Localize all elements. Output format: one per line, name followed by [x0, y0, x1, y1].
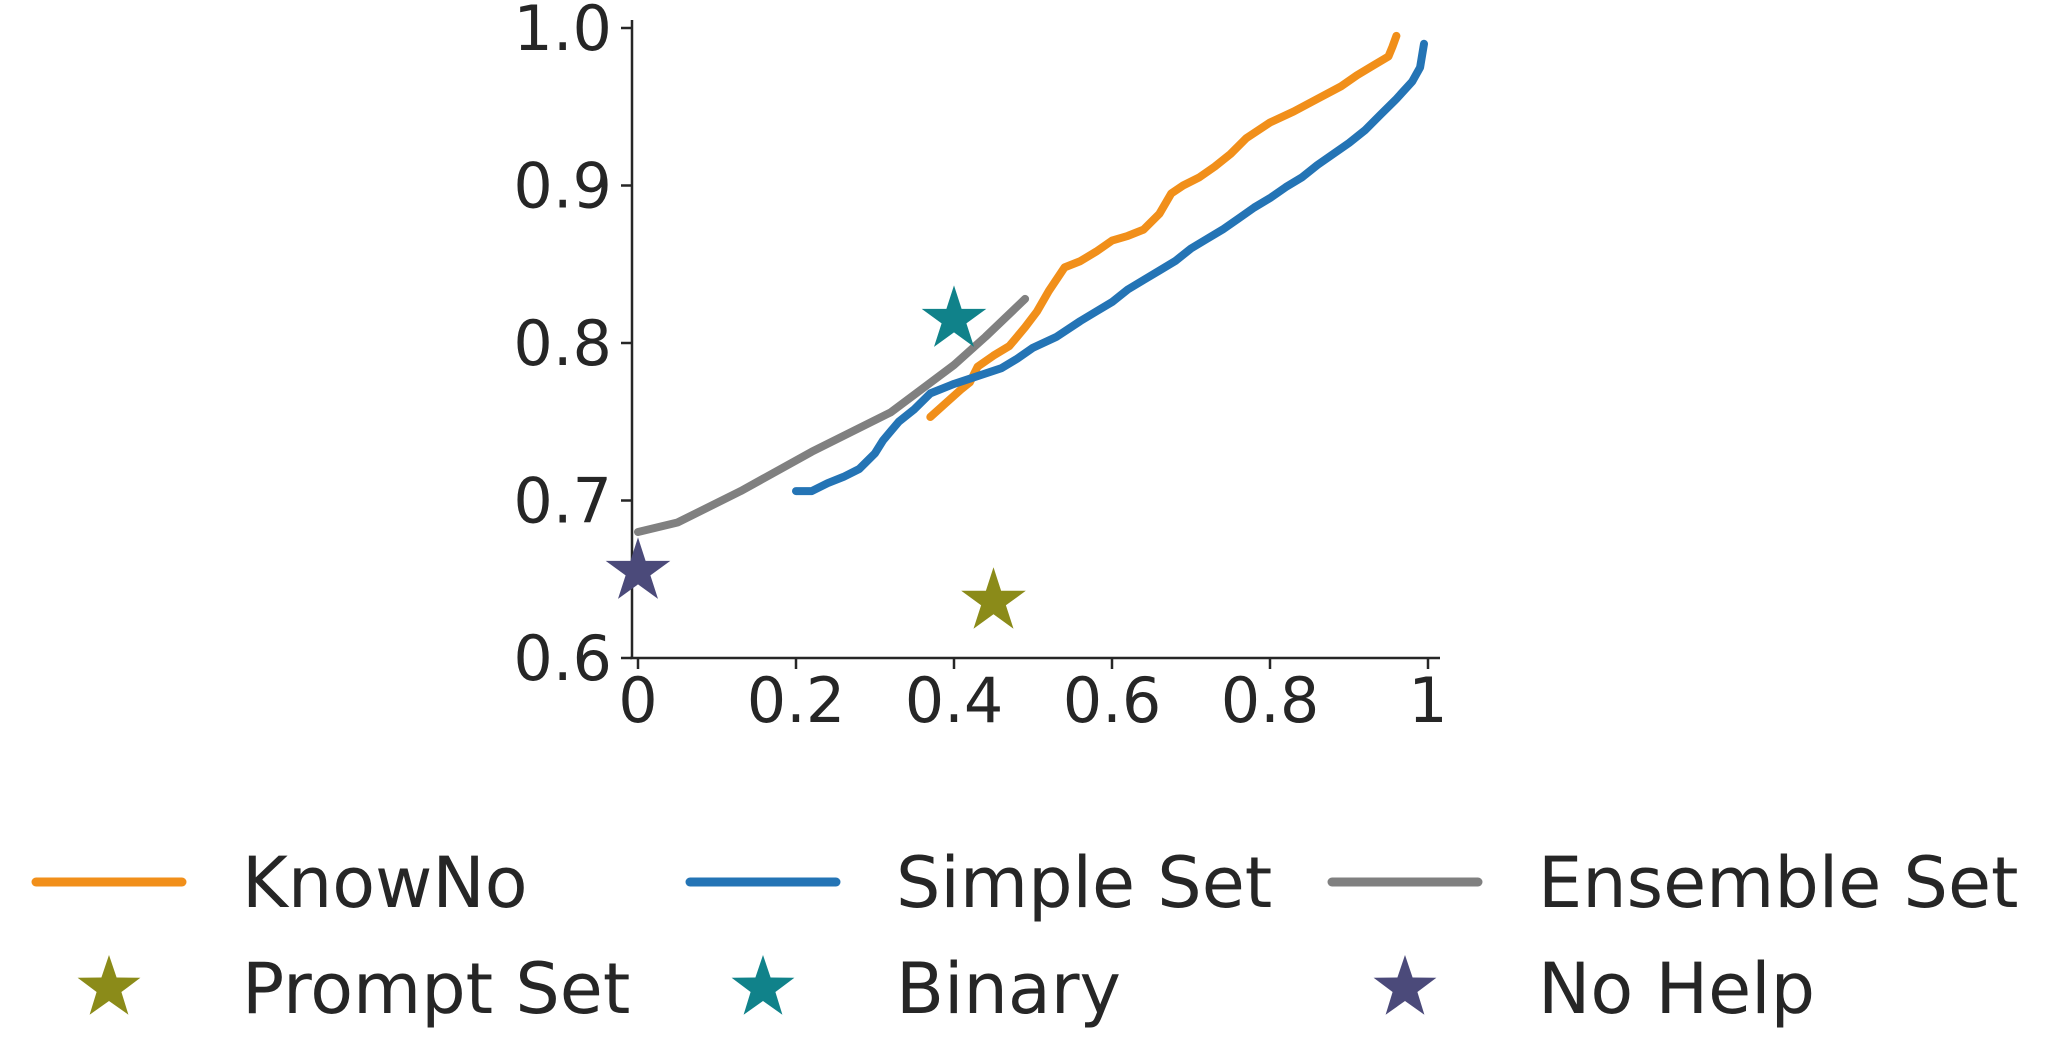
legend-star-prompt-set	[77, 955, 141, 1015]
series-line-ensemble-set	[634, 294, 1030, 536]
legend-star-binary	[731, 955, 795, 1015]
series-line-simple-set	[792, 39, 1428, 496]
y-tick-label: 0.9	[513, 150, 612, 223]
x-tick-label: 0	[618, 664, 657, 737]
legend-label-prompt-set: Prompt Set	[242, 948, 630, 1030]
plot-series	[605, 31, 1428, 629]
legend-label-no-help: No Help	[1538, 948, 1815, 1030]
star-marker-binary	[921, 285, 987, 347]
legend-star-no-help	[1373, 955, 1437, 1015]
x-tick-label: 0.2	[747, 664, 846, 737]
x-tick-label: 1	[1408, 664, 1447, 737]
y-tick-label: 0.7	[513, 465, 612, 538]
y-tick-label: 1.0	[513, 0, 612, 65]
legend-label-ensemble-set: Ensemble Set	[1538, 842, 2018, 924]
legend-label-simple-set: Simple Set	[896, 842, 1272, 924]
star-marker-no-help	[605, 537, 671, 599]
legend-label-knowno: KnowNo	[242, 842, 528, 924]
y-tick-label: 0.8	[513, 307, 612, 380]
series-line-knowno	[926, 31, 1401, 421]
chart-legend: KnowNo Simple Set Ensemble Set Prompt Set Bi…	[31, 842, 2018, 1030]
x-tick-label: 0.6	[1063, 664, 1162, 737]
star-marker-prompt-set	[961, 567, 1026, 629]
x-tick-label: 0.4	[905, 664, 1004, 737]
plot-axes: 0 0.2 0.4 0.6 0.8 1 0.6 0.7 0.8 0.9 1.0	[513, 0, 1447, 737]
x-tick-label: 0.8	[1221, 664, 1320, 737]
y-tick-label: 0.6	[513, 622, 612, 695]
legend-label-binary: Binary	[896, 948, 1121, 1030]
